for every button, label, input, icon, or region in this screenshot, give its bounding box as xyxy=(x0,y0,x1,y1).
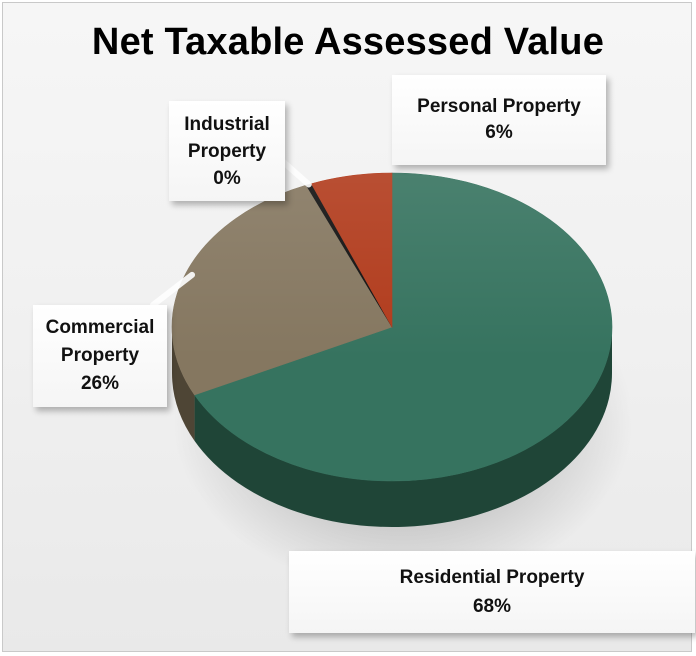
callout-label: Property xyxy=(60,345,140,366)
pie-side-residential-property xyxy=(194,327,613,528)
callout-residential-property: Residential Property 68% xyxy=(289,551,695,633)
callout-label: Commercial xyxy=(45,317,155,338)
callout-industrial-property: Industrial Property 0% xyxy=(169,101,285,201)
callout-label: Residential Property xyxy=(399,567,585,588)
pie-chart xyxy=(150,148,633,591)
pie-gloss xyxy=(172,173,612,481)
callout-value: 6% xyxy=(485,122,513,143)
callout-label: Personal Property xyxy=(417,96,581,117)
callout-commercial-property: Commercial Property 26% xyxy=(33,305,167,407)
pie-sides xyxy=(172,327,613,528)
chart-title: Net Taxable Assessed Value xyxy=(91,21,605,63)
leader-line-commercial xyxy=(150,271,196,308)
callout-value: 68% xyxy=(472,596,512,617)
callout-value: 0% xyxy=(213,167,241,189)
pie-side-commercial-property xyxy=(172,327,195,441)
callout-label: Property xyxy=(187,140,267,162)
callout-value: 26% xyxy=(80,373,120,394)
pie-tops xyxy=(171,172,613,482)
callout-personal-property: Personal Property 6% xyxy=(392,75,606,165)
callout-label: Industrial xyxy=(184,113,270,135)
